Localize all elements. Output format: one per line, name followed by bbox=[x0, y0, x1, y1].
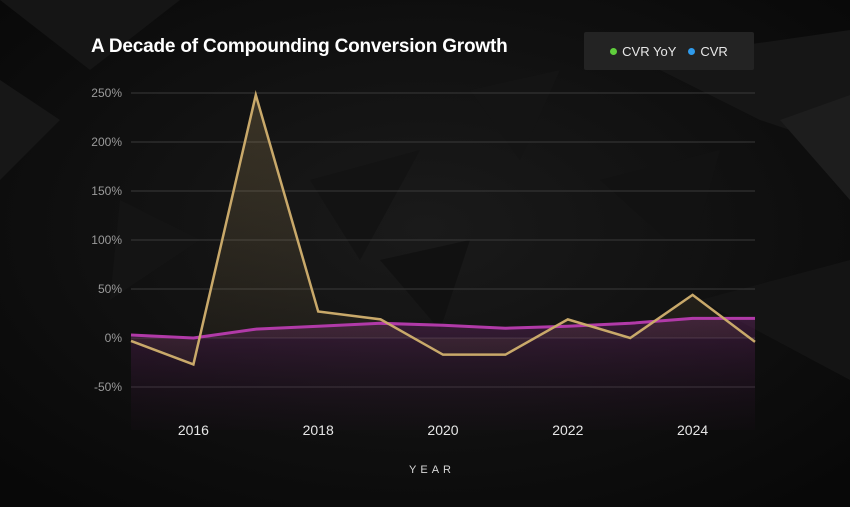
series-line-cvr bbox=[130, 316, 755, 340]
legend-item-cvr[interactable]: CVR bbox=[688, 43, 728, 59]
x-axis-ticks: 2016 2018 2020 2022 2024 bbox=[178, 422, 709, 438]
y-tick-label: 200% bbox=[91, 135, 122, 149]
y-tick-label: 100% bbox=[91, 233, 122, 247]
legend-label-cvr-yoy: CVR YoY bbox=[622, 43, 677, 59]
y-axis-ticks: 250% 200% 150% 100% 50% 0% -50% bbox=[91, 86, 122, 394]
area-cvr bbox=[131, 318, 755, 430]
y-tick-label: 250% bbox=[91, 86, 122, 100]
x-tick-label: 2022 bbox=[552, 422, 583, 438]
y-tick-label: 50% bbox=[98, 282, 122, 296]
legend-dot-cvr-yoy bbox=[610, 47, 618, 55]
y-tick-label: 150% bbox=[91, 184, 122, 198]
area-fills bbox=[131, 94, 755, 430]
chart-legend: CVR YoY CVR bbox=[584, 32, 754, 70]
series-line-cvr-yoy bbox=[130, 89, 756, 367]
x-tick-label: 2016 bbox=[178, 422, 209, 438]
legend-label-cvr: CVR bbox=[700, 43, 728, 59]
series-lines bbox=[130, 89, 756, 367]
y-tick-label: 0% bbox=[105, 331, 123, 345]
x-tick-label: 2024 bbox=[677, 422, 708, 438]
y-tick-label: -50% bbox=[94, 380, 122, 394]
legend-dot-cvr bbox=[688, 47, 696, 55]
area-cvr-yoy bbox=[131, 94, 755, 365]
x-tick-label: 2018 bbox=[303, 422, 334, 438]
x-tick-label: 2020 bbox=[427, 422, 458, 438]
legend-item-cvr-yoy[interactable]: CVR YoY bbox=[610, 44, 676, 59]
x-axis-label: YEAR bbox=[409, 464, 455, 476]
chart-title: A Decade of Compounding Conversion Growt… bbox=[91, 36, 508, 57]
